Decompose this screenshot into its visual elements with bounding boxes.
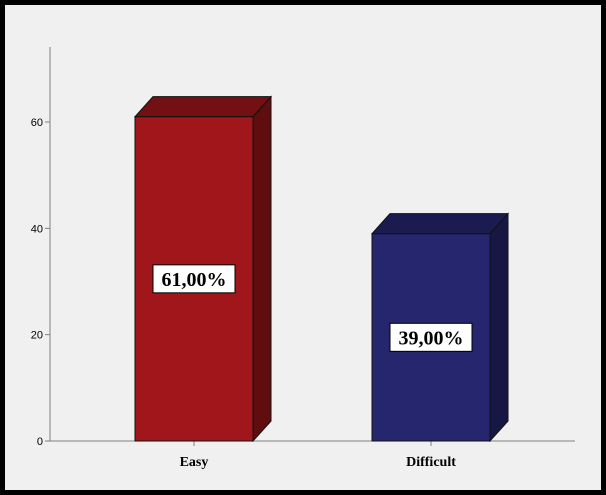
y-tick-label: 20 [31,330,43,342]
bar-easy-top-face [133,96,273,118]
bar-difficult-top-face [370,213,510,235]
bar-difficult-side-face [489,212,509,443]
x-tick-label: Difficult [406,455,456,470]
y-tick-label: 40 [31,223,43,235]
data-label: 39,00% [399,327,464,349]
data-label: 61,00% [162,269,227,291]
x-tick-label: Easy [180,455,209,470]
y-tick-label: 0 [37,436,43,448]
data-label-box [389,322,473,352]
data-label-box [152,264,236,294]
y-tick-label: 60 [31,117,43,129]
bar-easy-side-face [252,95,272,443]
